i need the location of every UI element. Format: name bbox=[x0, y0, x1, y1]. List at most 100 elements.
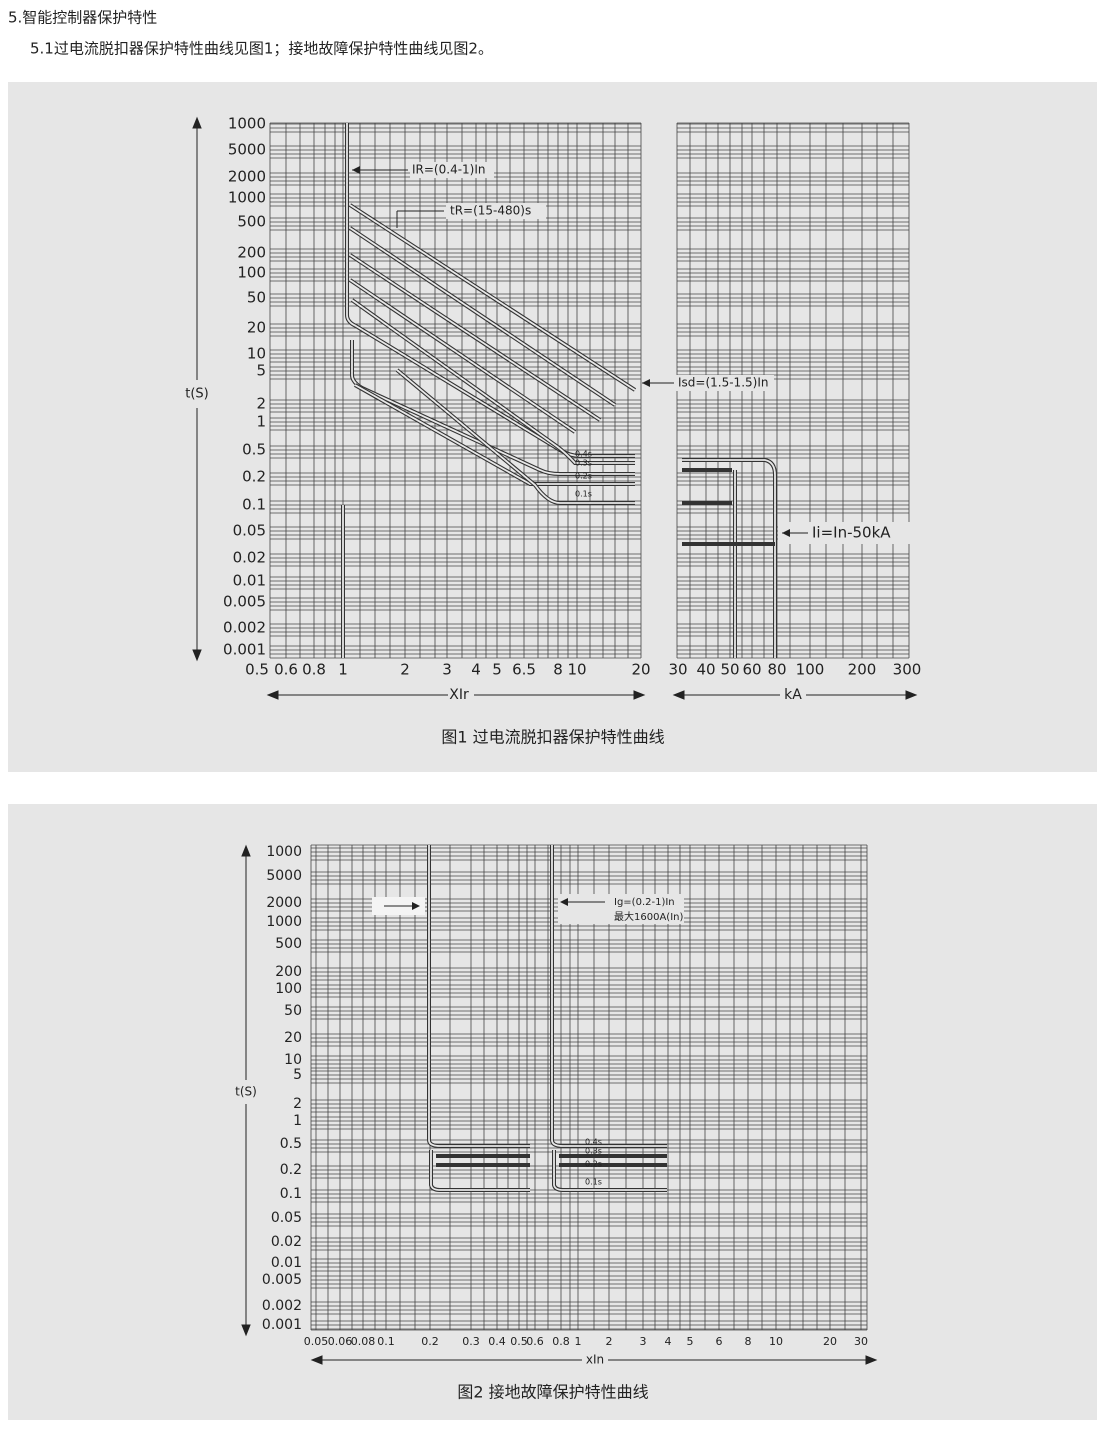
y-tick-label: 0.2 bbox=[280, 1162, 302, 1178]
caption: 图2 接地故障保护特性曲线 bbox=[457, 1383, 648, 1402]
x-tick-label: 300 bbox=[893, 661, 922, 679]
x-tick-label: 30 bbox=[668, 661, 687, 679]
y-tick-label: 2 bbox=[293, 1096, 302, 1112]
delay-label: 0.1s bbox=[575, 490, 592, 499]
delay-label: 0.3s bbox=[585, 1147, 602, 1156]
arrowhead bbox=[412, 902, 420, 910]
y-tick-label: 5000 bbox=[266, 868, 302, 884]
y-tick-label: 0.1 bbox=[242, 496, 266, 514]
subheading: 5.1过电流脱扣器保护特性曲线见图1；接地故障保护特性曲线见图2。 bbox=[30, 40, 493, 58]
label-box bbox=[676, 375, 774, 391]
annotation: IR=(0.4-1)In bbox=[412, 163, 486, 177]
arrowhead bbox=[192, 116, 202, 662]
x-tick-label: 0.8 bbox=[552, 1335, 570, 1348]
y-tick-label: 0.001 bbox=[262, 1317, 302, 1333]
x-tick-label: 4 bbox=[471, 661, 481, 679]
x-tick-label: 30 bbox=[854, 1335, 868, 1348]
x-tick-label: 0.6 bbox=[274, 661, 298, 679]
y-tick-label: 0.005 bbox=[262, 1272, 302, 1288]
arrowhead bbox=[266, 690, 646, 700]
x-tick-label: 0.5 bbox=[510, 1335, 528, 1348]
arrowhead bbox=[782, 529, 790, 537]
x-tick-label: 40 bbox=[696, 661, 715, 679]
x-tick-label: 6 bbox=[716, 1335, 723, 1348]
y-tick-label: 1000 bbox=[266, 914, 302, 930]
y-tick-label: 0.01 bbox=[233, 572, 266, 590]
x-tick-label: 3 bbox=[442, 661, 452, 679]
y-tick-label: 100 bbox=[275, 981, 302, 997]
y-tick-label: 0.05 bbox=[233, 522, 266, 540]
x-tick-label: 0.3 bbox=[462, 1335, 480, 1348]
y-tick-label: 2000 bbox=[266, 895, 302, 911]
x-tick-label: 0.8 bbox=[302, 661, 326, 679]
delay-label: 0.2s bbox=[575, 472, 592, 481]
y-tick-label: 0.002 bbox=[262, 1298, 302, 1314]
label-box bbox=[410, 162, 494, 178]
x-tick-label: 8 bbox=[553, 661, 563, 679]
x-tick-label: 1 bbox=[575, 1335, 582, 1348]
y-tick-label: 2 bbox=[256, 395, 266, 413]
y-tick-label: 10 bbox=[247, 345, 266, 363]
delay-label: 0.4s bbox=[585, 1138, 602, 1147]
x-tick-label: 2 bbox=[400, 661, 410, 679]
curves-2 bbox=[427, 845, 667, 1192]
x-tick-label: 100 bbox=[796, 661, 825, 679]
grid-2 bbox=[310, 844, 868, 1331]
x-tick-label: 200 bbox=[848, 661, 877, 679]
x-tick-label: 0.05 bbox=[304, 1335, 329, 1348]
y-tick-label: 5 bbox=[293, 1067, 302, 1083]
arrowhead bbox=[241, 844, 251, 1337]
arrowhead bbox=[560, 898, 568, 906]
annotation: Isd=(1.5-1.5)In bbox=[678, 376, 768, 390]
x-tick-label: 6.5 bbox=[512, 661, 536, 679]
y-axis-label: t(S) bbox=[235, 1085, 257, 1099]
arrowhead bbox=[642, 379, 650, 387]
label-box bbox=[446, 203, 546, 219]
y-tick-label: 0.001 bbox=[223, 641, 266, 659]
arrowhead bbox=[672, 690, 918, 700]
x-tick-label: 0.08 bbox=[351, 1335, 376, 1348]
y-tick-label: 1000 bbox=[228, 189, 266, 207]
annotation: Ig=(0.2-1)In bbox=[614, 897, 675, 908]
x-tick-label: 60 bbox=[742, 661, 761, 679]
y-tick-label: 0.02 bbox=[271, 1234, 302, 1250]
annotation: tR=(15-480)s bbox=[450, 204, 531, 218]
label-box bbox=[778, 522, 910, 544]
caption: 图1 过电流脱扣器保护特性曲线 bbox=[441, 728, 664, 747]
x-axis-label: xIn bbox=[586, 1353, 604, 1367]
arrowhead bbox=[310, 1355, 878, 1365]
y-axis-label: t(S) bbox=[185, 387, 209, 402]
y-tick-label: 1 bbox=[256, 413, 266, 431]
y-tick-label: 0.002 bbox=[223, 619, 266, 637]
y-tick-label: 10 bbox=[284, 1052, 302, 1068]
y-tick-label: 0.02 bbox=[233, 549, 266, 567]
y-tick-label: 50 bbox=[284, 1003, 302, 1019]
label-box bbox=[558, 894, 684, 924]
y-tick-label: 0.5 bbox=[242, 441, 266, 459]
delay-label: 0.3s bbox=[575, 459, 592, 468]
y-tick-label: 1 bbox=[293, 1113, 302, 1129]
x-tick-label: 0.1 bbox=[377, 1335, 395, 1348]
y-tick-label: 20 bbox=[247, 319, 266, 337]
x-tick-label: 20 bbox=[631, 661, 650, 679]
y-tick-label: 0.005 bbox=[223, 593, 266, 611]
x-tick-label: 1 bbox=[338, 661, 348, 679]
y-tick-label: 1000 bbox=[228, 115, 266, 133]
x-axis-label: XIr bbox=[449, 687, 469, 703]
x-tick-label: 5 bbox=[492, 661, 502, 679]
x-tick-label: 20 bbox=[823, 1335, 837, 1348]
axes bbox=[192, 116, 918, 1365]
x-tick-label: 0.4 bbox=[488, 1335, 506, 1348]
y-tick-label: 500 bbox=[237, 213, 266, 231]
annotation: 最大1600A(In) bbox=[614, 910, 683, 923]
x-tick-label: 4 bbox=[665, 1335, 672, 1348]
y-tick-label: 5 bbox=[256, 362, 266, 380]
x-tick-label: 0.2 bbox=[421, 1335, 439, 1348]
x-tick-label: 10 bbox=[769, 1335, 783, 1348]
x-tick-label: 0.5 bbox=[245, 661, 269, 679]
x-tick-label: 80 bbox=[767, 661, 786, 679]
y-tick-label: 100 bbox=[237, 264, 266, 282]
annotations: IR=(0.4-1)In tR=(15-480)s Isd=(1.5-1.5)I… bbox=[352, 162, 910, 924]
